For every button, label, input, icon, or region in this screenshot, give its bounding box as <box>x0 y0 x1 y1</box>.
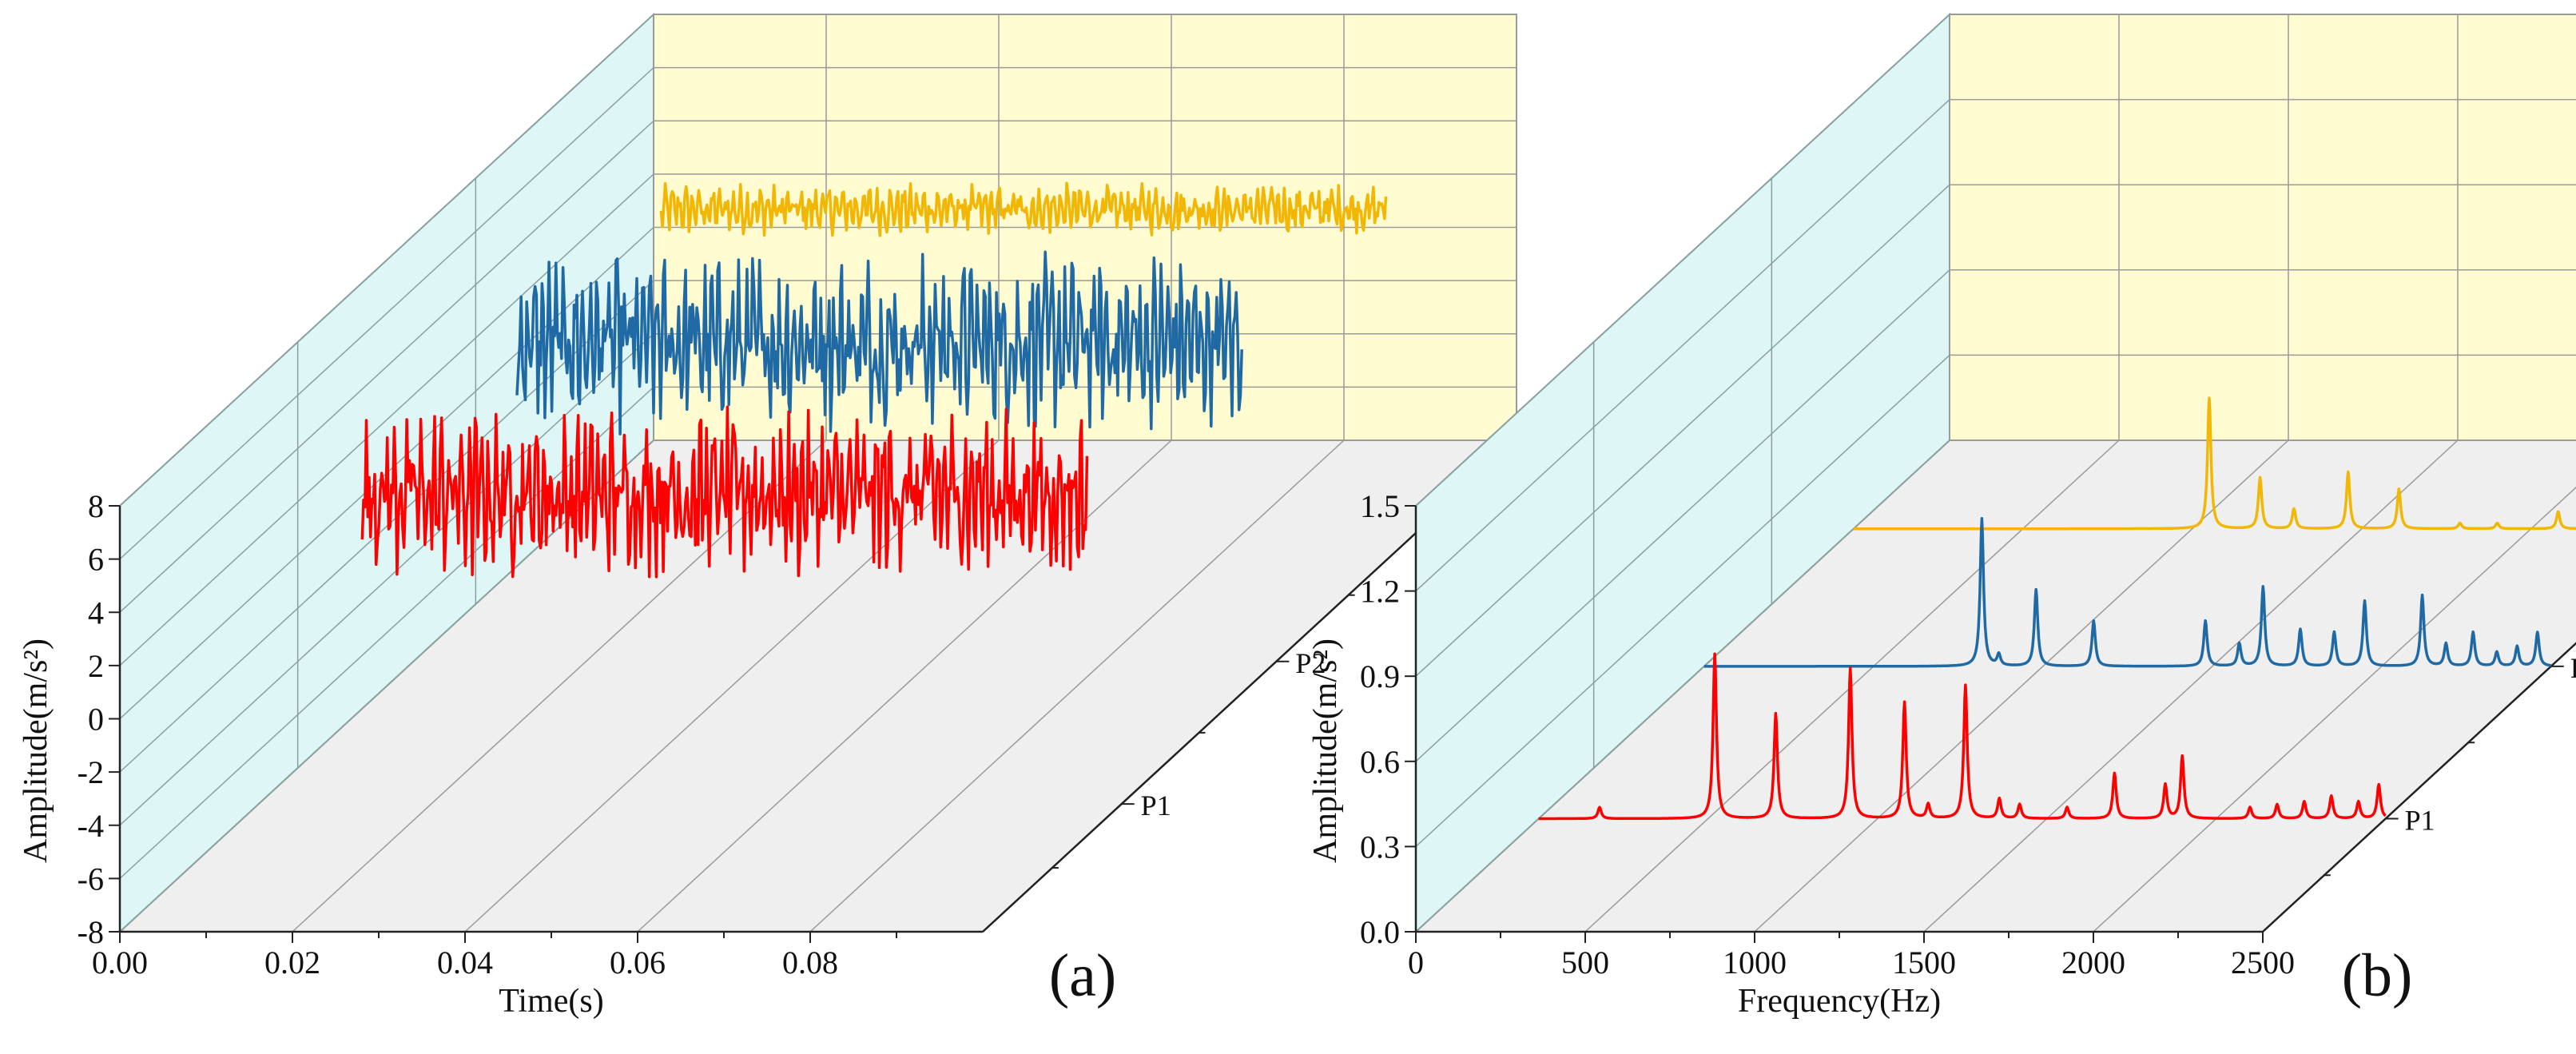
panel-a-x-tick-label: 0.06 <box>610 945 666 980</box>
panel-a-depth-label-p2: P2 <box>1295 647 1326 679</box>
panel-b-y-tick-label: 0.0 <box>1360 914 1400 950</box>
panel-a-series-p1 <box>360 405 1089 579</box>
panel-a-side-grid-line <box>119 67 654 560</box>
panel-a-y-tick-label: 2 <box>88 648 104 684</box>
panel-b-series-p1 <box>1537 652 2387 821</box>
panel-b-x-tick-label: 1000 <box>1723 945 1787 980</box>
panel-a-x-tick-label: 0.02 <box>264 945 320 980</box>
panel-b-depth-label-p1: P1 <box>2405 805 2435 837</box>
panel-a-side-grid-line <box>119 280 654 773</box>
panel-a-floor-grid-line <box>809 439 1345 933</box>
panel-b-floor-grid-line <box>1923 439 2459 933</box>
panel-a-y-tick-label: 4 <box>88 595 104 630</box>
panel-a-panel-label: (a) <box>1049 942 1116 1009</box>
panel-a-y-axis-title: Amplitude(m/s²) <box>18 638 54 863</box>
panel-a-y-tick-label: -8 <box>78 914 104 950</box>
panel-b-side-grid-line <box>1415 354 1950 847</box>
panel-a-y-tick-label: -6 <box>78 861 104 897</box>
panel-a-y-tick-label: 6 <box>88 542 104 578</box>
panel-b-panel-label: (b) <box>2342 942 2413 1009</box>
panel-b-series-p3 <box>1852 396 2576 531</box>
panel-a-side-grid-line <box>119 14 654 507</box>
panel-b-y-tick-label: 1.2 <box>1360 574 1400 610</box>
panel-a-x-tick-label: 0.00 <box>92 945 148 980</box>
panel-b-x-tick-label: 500 <box>1561 945 1609 980</box>
panel-a-series-p2 <box>515 250 1243 436</box>
panel-a-y-tick-label: 0 <box>88 702 104 738</box>
panel-b-series-p2 <box>1703 516 2552 668</box>
panel-b-side-grid-line <box>1415 439 1950 933</box>
panel-b-floor-grid-line <box>2093 486 2576 933</box>
panel-b-side-grid-line <box>1415 99 1950 592</box>
panel-b-x-axis-title: Frequency(Hz) <box>1738 983 1941 1020</box>
panel-b-y-tick-label: 0.6 <box>1360 744 1400 780</box>
panel-a-side-grid-line <box>119 120 654 613</box>
panel-a-x-axis-title: Time(s) <box>499 983 603 1020</box>
panel-b-x-tick-label: 2000 <box>2061 945 2125 980</box>
panel-b-x-tick-label: 1500 <box>1892 945 1956 980</box>
panel-a-x-tick-label: 0.08 <box>782 945 838 980</box>
panel-b-side-grid-line <box>1415 184 1950 677</box>
panel-a-series-p3 <box>659 181 1388 237</box>
panel-a-y-tick-label: 8 <box>88 488 104 524</box>
panel-b-depth-axis <box>2262 642 2576 933</box>
panel-b-y-tick-label: 0.9 <box>1360 658 1400 694</box>
panel-a-y-tick-label: -2 <box>78 754 104 790</box>
panel-a-depth-label-p1: P1 <box>1141 790 1171 821</box>
panel-b-side-grid-line <box>1415 14 1950 507</box>
panel-b-side-grid-line <box>1415 269 1950 762</box>
panel-a-floor-grid-line <box>292 439 827 933</box>
panel-a-floor-grid-line <box>464 439 1000 933</box>
panel-a-y-tick-label: -4 <box>78 808 104 844</box>
panel-b-x-tick-label: 2500 <box>2231 945 2295 980</box>
panel-a-x-tick-label: 0.04 <box>437 945 493 980</box>
panel-a-side-grid-line <box>119 439 654 933</box>
panel-b-y-tick-label: 0.3 <box>1360 829 1400 865</box>
panel-b-x-tick-label: 0 <box>1408 945 1424 980</box>
panel-a-side-grid-line <box>119 173 654 666</box>
panel-b-depth-label-p2: P2 <box>2570 652 2576 684</box>
panel-b-y-tick-label: 1.5 <box>1360 488 1400 524</box>
panel-b-y-axis-title: Amplitude(m/s²) <box>1307 638 1344 863</box>
panel-b-back-wall <box>1949 14 2576 441</box>
